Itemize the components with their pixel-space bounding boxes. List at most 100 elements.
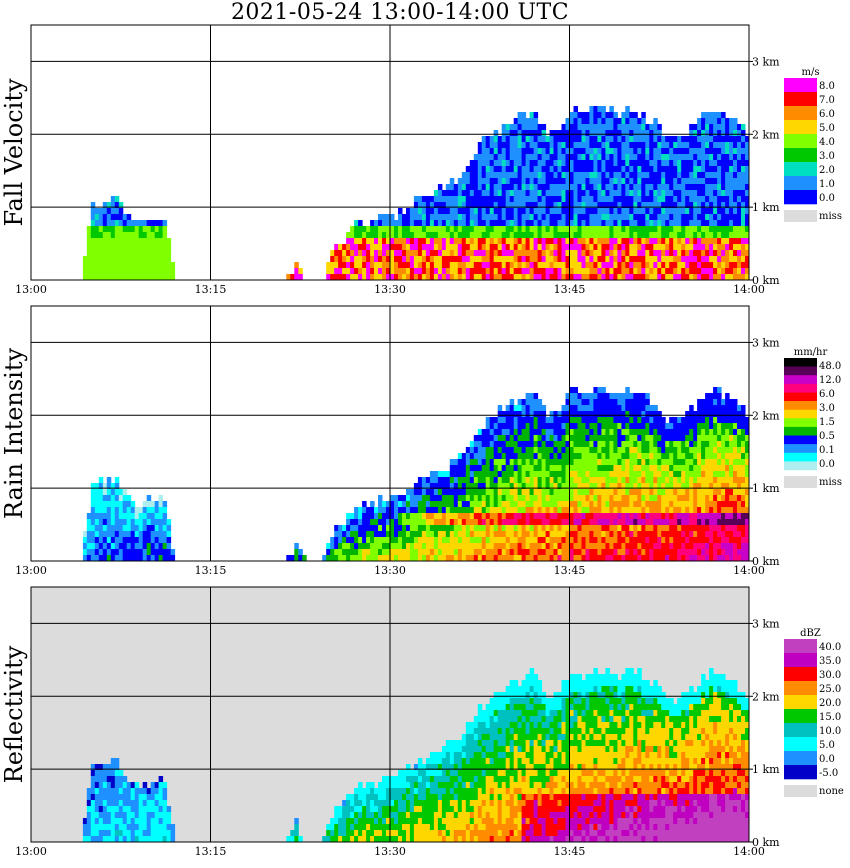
- echo-cell: [657, 471, 662, 477]
- echo-cell: [737, 178, 742, 184]
- echo-cell: [665, 178, 670, 184]
- echo-cell: [585, 142, 590, 148]
- echo-cell: [98, 250, 104, 256]
- echo-cell: [86, 555, 92, 561]
- echo-cell: [130, 513, 136, 519]
- echo-cell: [505, 202, 511, 208]
- echo-cell: [689, 465, 694, 471]
- echo-cell: [429, 531, 435, 537]
- echo-cell: [505, 172, 511, 178]
- echo-cell: [637, 405, 642, 411]
- echo-cell: [701, 399, 706, 405]
- echo-cell: [469, 471, 475, 477]
- echo-cell: [737, 196, 742, 202]
- echo-cell: [597, 136, 602, 142]
- echo-cell: [745, 244, 750, 250]
- echo-cell: [589, 274, 594, 280]
- echo-cell: [717, 399, 722, 405]
- echo-cell: [633, 220, 638, 226]
- echo-cell: [629, 447, 634, 453]
- echo-cell: [593, 112, 598, 118]
- echo-cell: [517, 184, 523, 190]
- echo-cell: [621, 441, 626, 447]
- echo-cell: [150, 525, 156, 531]
- echo-cell: [689, 417, 694, 423]
- echo-cell: [673, 471, 678, 477]
- echo-cell: [529, 268, 535, 274]
- x-tick-label: 14:00: [733, 283, 765, 296]
- echo-cell: [493, 232, 499, 238]
- echo-cell: [721, 274, 726, 280]
- echo-cell: [697, 519, 702, 525]
- echo-cell: [661, 447, 666, 453]
- echo-cell: [597, 148, 602, 154]
- echo-cell: [130, 549, 136, 555]
- echo-cell: [537, 226, 543, 232]
- echo-cell: [334, 250, 339, 256]
- echo-cell: [561, 172, 566, 178]
- echo-cell: [641, 148, 646, 154]
- echo-cell: [449, 471, 455, 477]
- echo-cell: [505, 447, 511, 453]
- echo-cell: [653, 525, 658, 531]
- echo-cell: [665, 447, 670, 453]
- echo-cell: [705, 262, 710, 268]
- echo-cell: [417, 531, 423, 537]
- echo-cell: [637, 435, 642, 441]
- echo-cell: [729, 441, 734, 447]
- echo-cell: [661, 441, 666, 447]
- echo-cell: [577, 184, 582, 190]
- legend-swatch: [784, 190, 817, 205]
- echo-cell: [513, 226, 519, 232]
- echo-cell: [354, 537, 359, 543]
- echo-cell: [489, 268, 495, 274]
- echo-cell: [501, 501, 507, 507]
- echo-cell: [417, 214, 423, 220]
- echo-cell: [729, 429, 734, 435]
- echo-cell: [354, 256, 359, 262]
- echo-cell: [493, 244, 499, 250]
- echo-cell: [745, 196, 750, 202]
- echo-cell: [669, 250, 674, 256]
- echo-cell: [138, 244, 144, 250]
- echo-cell: [597, 441, 602, 447]
- echo-cell: [633, 399, 638, 405]
- echo-cell: [425, 268, 431, 274]
- echo-cell: [142, 555, 148, 561]
- echo-cell: [378, 531, 383, 537]
- echo-cell: [629, 429, 634, 435]
- echo-cell: [657, 483, 662, 489]
- echo-cell: [529, 393, 535, 399]
- echo-cell: [637, 262, 642, 268]
- echo-cell: [146, 513, 152, 519]
- echo-cell: [449, 238, 455, 244]
- echo-cell: [521, 483, 527, 489]
- echo-cell: [673, 262, 678, 268]
- echo-cell: [370, 537, 375, 543]
- echo-cell: [461, 495, 467, 501]
- echo-cell: [525, 555, 531, 561]
- echo-cell: [413, 495, 419, 501]
- echo-cell: [457, 489, 463, 495]
- echo-cell: [673, 220, 678, 226]
- echo-cell: [477, 178, 483, 184]
- echo-cell: [649, 417, 654, 423]
- echo-cell: [114, 519, 120, 525]
- echo-cell: [106, 531, 112, 537]
- echo-cell: [653, 172, 658, 178]
- echo-cell: [146, 507, 152, 513]
- echo-cell: [589, 405, 594, 411]
- echo-cell: [605, 525, 610, 531]
- echo-cell: [653, 471, 658, 477]
- echo-cell: [633, 405, 638, 411]
- echo-cell: [585, 441, 590, 447]
- echo-cell: [625, 172, 630, 178]
- echo-cell: [561, 411, 566, 417]
- echo-cell: [605, 513, 610, 519]
- echo-cell: [697, 190, 702, 196]
- echo-cell: [737, 124, 742, 130]
- echo-cell: [617, 459, 622, 465]
- echo-cell: [677, 244, 682, 250]
- echo-cell: [138, 232, 144, 238]
- echo-cell: [605, 447, 610, 453]
